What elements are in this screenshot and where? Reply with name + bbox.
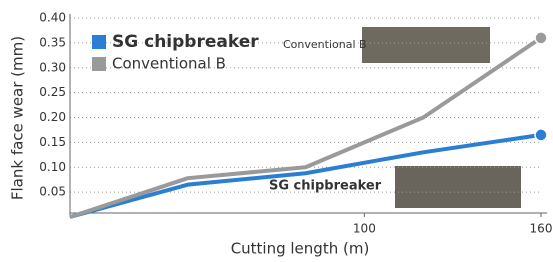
y-axis-label: Flank face wear (mm) bbox=[9, 36, 27, 200]
y-tick-label: 0.20 bbox=[39, 110, 66, 124]
legend-label: SG chipbreaker bbox=[112, 32, 259, 52]
legend-swatch bbox=[92, 57, 106, 71]
legend-swatch bbox=[92, 35, 106, 49]
y-tick-label: 0.35 bbox=[39, 35, 66, 49]
annotation: SG chipbreaker bbox=[269, 179, 382, 194]
y-tick-label: 0.40 bbox=[39, 11, 66, 25]
y-tick-label: 0.15 bbox=[39, 135, 66, 149]
photo-sg bbox=[395, 166, 521, 208]
photo-conventional bbox=[362, 27, 490, 63]
x-axis-label: Cutting length (m) bbox=[231, 240, 370, 258]
x-tick-label: 100 bbox=[353, 222, 376, 236]
chart: Cutting length (m) Flank face wear (mm) … bbox=[0, 0, 553, 262]
legend-label: Conventional B bbox=[112, 55, 226, 73]
y-tick-label: 0.30 bbox=[39, 60, 66, 74]
end-marker bbox=[535, 129, 547, 141]
annotation: Conventional B bbox=[283, 38, 367, 51]
x-tick-label: 160 bbox=[530, 222, 553, 236]
end-marker bbox=[535, 32, 547, 44]
y-tick-label: 0.25 bbox=[39, 85, 66, 99]
y-tick-label: 0.05 bbox=[39, 185, 66, 199]
y-tick-label: 0.10 bbox=[39, 160, 66, 174]
